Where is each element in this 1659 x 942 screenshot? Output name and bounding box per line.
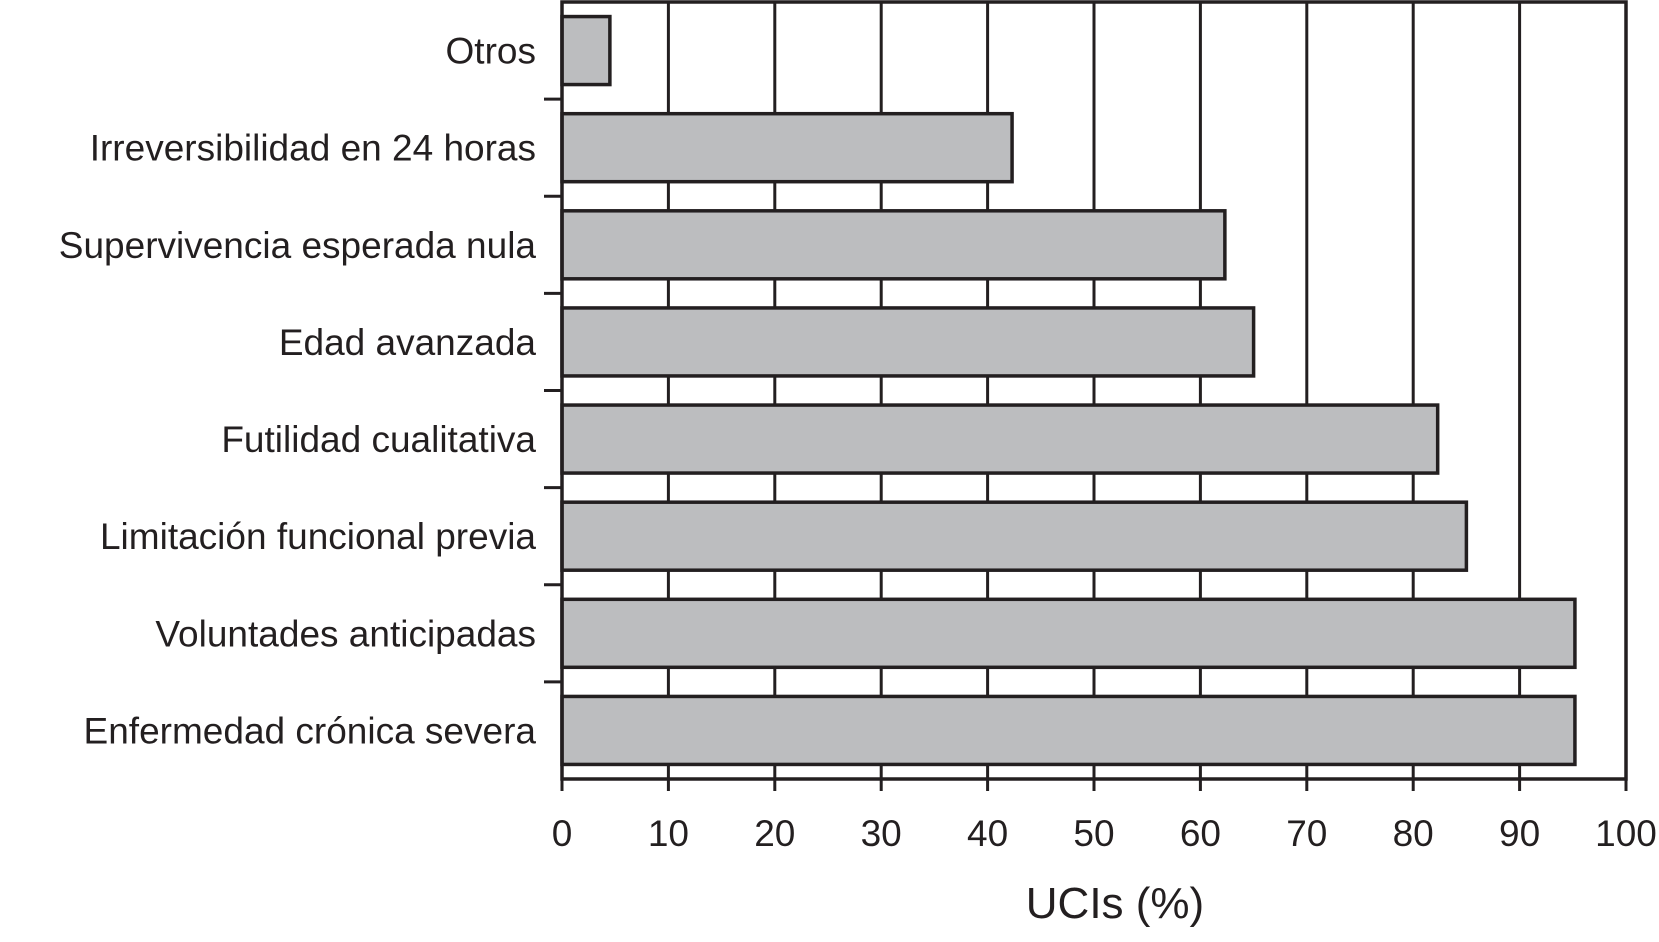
category-label: Edad avanzada: [279, 322, 537, 363]
x-tick-label: 20: [754, 813, 795, 854]
x-tick-label: 50: [1073, 813, 1114, 854]
x-tick-label: 40: [967, 813, 1008, 854]
bar: [560, 403, 1440, 475]
category-label: Limitación funcional previa: [100, 516, 536, 557]
plot-frame: [544, 0, 1628, 791]
x-tick-label: 0: [552, 813, 573, 854]
bars: [560, 14, 1577, 767]
bar: [560, 14, 612, 87]
x-tick-label: 10: [648, 813, 689, 854]
plot-border: [560, 0, 1628, 781]
category-label: Supervivencia esperada nula: [59, 225, 537, 266]
x-axis-title: UCIs (%): [1026, 879, 1204, 928]
category-label: Voluntades anticipadas: [155, 613, 536, 654]
category-labels: Otros Irreversibilidad en 24 horas Supervi…: [59, 31, 537, 752]
bar: [560, 306, 1256, 378]
x-tick-label: 60: [1180, 813, 1221, 854]
x-tick-label: 80: [1393, 813, 1434, 854]
x-tick-label: 30: [861, 813, 902, 854]
x-tick-label: 100: [1595, 813, 1657, 854]
category-label: Irreversibilidad en 24 horas: [90, 128, 536, 169]
x-tick-label: 90: [1499, 813, 1540, 854]
bar: [560, 694, 1577, 767]
category-label: Futilidad cualitativa: [221, 419, 536, 460]
bar: [560, 597, 1577, 670]
x-tick-label: 70: [1286, 813, 1327, 854]
category-label: Otros: [446, 31, 536, 72]
bar: [560, 500, 1469, 572]
category-label: Enfermedad crónica severa: [84, 710, 537, 751]
bar: [560, 209, 1227, 281]
x-tick-labels: 0 10 20 30 40 50 60 70 80 90 100: [552, 813, 1657, 854]
bar: [560, 111, 1014, 184]
